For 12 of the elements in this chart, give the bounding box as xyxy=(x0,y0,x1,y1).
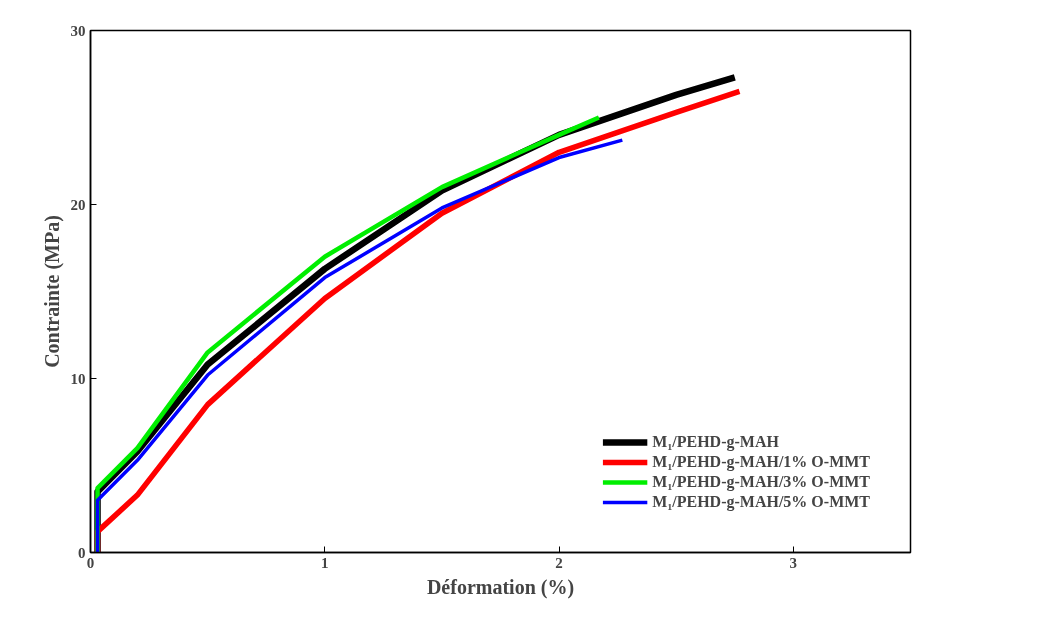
x-tick-label: 2 xyxy=(555,554,563,571)
x-tick-label: 1 xyxy=(321,554,329,571)
y-axis-title: Contrainte (MPa) xyxy=(40,215,64,368)
y-tick-label: 10 xyxy=(70,370,86,387)
legend-label: M₁/PEHD-g-MAH/1% O-MMT xyxy=(652,453,870,471)
x-axis-title: Déformation (%) xyxy=(426,575,575,599)
y-tick-label: 30 xyxy=(70,22,86,39)
legend-label: M₁/PEHD-g-MAH xyxy=(652,433,779,451)
y-tick-label: 20 xyxy=(70,196,86,213)
legend-label: M₁/PEHD-g-MAH/3% O-MMT xyxy=(652,473,870,491)
legend-label: M₁/PEHD-g-MAH/5% O-MMT xyxy=(652,493,870,511)
x-tick-label: 3 xyxy=(789,554,798,571)
